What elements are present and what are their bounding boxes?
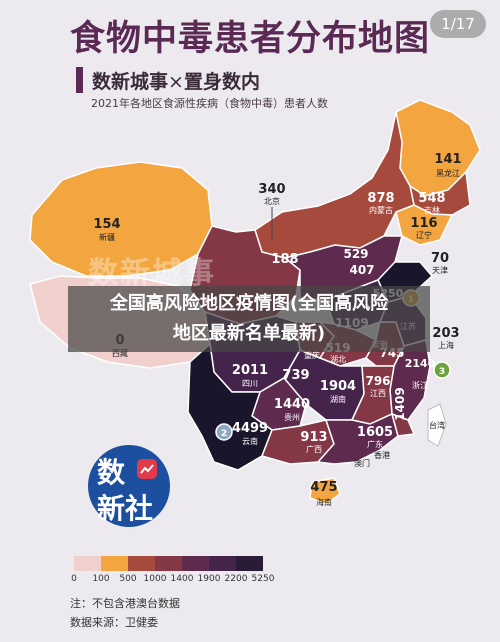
- value-hebei: 529: [343, 247, 368, 261]
- name-shanghai: 上海: [438, 340, 454, 350]
- subtitle-accent-bar: [76, 67, 83, 93]
- value-shaanxi: 188: [271, 252, 298, 267]
- subtitle-brand: 数新城事: [92, 71, 169, 93]
- region-guangdong: [316, 412, 399, 465]
- value-neimenggu: 878: [367, 191, 394, 206]
- value-chongqing: 739: [282, 368, 309, 383]
- headline-overlay-text[interactable]: 全国高风险地区疫情图(全国高风险 地区最新名单最新): [68, 289, 430, 349]
- map-caption: 2021年各地区食源性疾病（食物中毒）患者人数: [91, 97, 328, 110]
- brand-logo-line-2: 新社: [97, 492, 154, 525]
- name-chongqing: 重庆: [304, 350, 320, 360]
- name-xinjiang: 新疆: [99, 232, 115, 242]
- watermark: 数新城事: [88, 256, 216, 291]
- name-tianjin: 天津: [432, 265, 448, 275]
- subtitle-times: ×: [168, 71, 184, 93]
- headline-line-1: 全国高风险地区疫情图(全国高风险: [109, 293, 389, 314]
- name-hainan: 海南: [316, 497, 332, 507]
- name-xizang: 西藏: [112, 348, 128, 358]
- name-aomen: 澳门: [354, 458, 370, 468]
- legend-swatch-4: [182, 556, 209, 571]
- name-guizhou: 贵州: [284, 412, 300, 422]
- value-yunnan: 4499: [232, 421, 268, 436]
- value-xinjiang: 154: [93, 217, 120, 232]
- legend-tick: 1400: [170, 574, 194, 584]
- page-title: 食物中毒患者分布地图: [70, 19, 431, 59]
- value-liaoning: 116: [410, 216, 437, 231]
- legend-swatch-0: [74, 556, 101, 571]
- value-guangxi: 913: [300, 430, 327, 445]
- brand-logo-line-1: 数: [97, 456, 126, 489]
- brand-logo: [88, 445, 170, 527]
- name-hubei: 湖北: [330, 355, 346, 364]
- value-jilin: 548: [418, 191, 445, 206]
- region-liaoning: [395, 204, 454, 246]
- value-sichuan: 2011: [232, 363, 268, 378]
- value-guizhou: 1440: [274, 397, 310, 412]
- headline-line-2: 地区最新名单最新): [172, 323, 326, 344]
- value-hunan: 1904: [320, 379, 356, 394]
- footnote: 注：不包含港澳台数据: [70, 597, 180, 610]
- trend-chart-icon: [137, 459, 157, 479]
- value-jiangsu: 2140: [405, 357, 436, 370]
- legend-tick: 100: [92, 574, 110, 584]
- legend-tick: 0: [71, 574, 77, 584]
- legend-tick: 5250: [251, 574, 275, 584]
- name-taiwan: 台湾: [429, 420, 445, 430]
- region-taiwan: [427, 403, 447, 447]
- headline-overlay: [68, 286, 430, 352]
- page-counter[interactable]: 1/17: [430, 10, 486, 38]
- medal-marker-silver: [215, 423, 233, 441]
- region-hainan: [309, 477, 341, 505]
- region-fujian: [390, 412, 416, 437]
- legend-tick: 2200: [224, 574, 248, 584]
- name-hunan: 湖南: [330, 394, 346, 404]
- value-hainan: 475: [310, 480, 337, 495]
- name-xianggang: 香港: [374, 450, 390, 460]
- svg-text:3: 3: [439, 367, 445, 377]
- value-heilongjiang: 141: [434, 152, 461, 167]
- name-neimenggu: 内蒙古: [369, 205, 393, 215]
- value-jiangxi: 796: [365, 374, 390, 388]
- legend-swatch-1: [101, 556, 128, 571]
- name-sichuan: 四川: [242, 379, 258, 388]
- name-beijing: 北京: [264, 196, 280, 206]
- legend-tick: 1900: [197, 574, 221, 584]
- name-guangxi: 广西: [306, 444, 322, 454]
- name-liaoning: 辽宁: [416, 230, 432, 240]
- legend-tick: 1000: [143, 574, 167, 584]
- legend-swatch-5: [209, 556, 236, 571]
- name-zhejiang: 浙江: [412, 380, 428, 390]
- value-zhejiang: 1409: [393, 387, 407, 420]
- name-yunnan: 云南: [242, 436, 258, 446]
- name-heilongjiang: 黑龙江: [436, 168, 460, 178]
- legend-swatch-3: [155, 556, 182, 571]
- svg-text:2: 2: [221, 429, 227, 439]
- legend-swatch-6: [236, 556, 263, 571]
- name-guangdong: 广东: [367, 439, 383, 449]
- name-jiangxi: 江西: [370, 389, 386, 398]
- data-source: 数据来源：卫健委: [70, 616, 158, 629]
- subtitle: 数新城事×置身数内: [92, 67, 260, 94]
- legend-tick: 500: [119, 574, 137, 584]
- medal-marker-bronze: [433, 361, 451, 379]
- legend-swatch-2: [128, 556, 155, 571]
- name-jilin: 吉林: [424, 205, 440, 215]
- value-tianjin: 70: [431, 251, 449, 266]
- value-beijing: 340: [258, 182, 285, 197]
- value-shanxi: 407: [349, 263, 374, 277]
- value-shanghai: 203: [432, 326, 459, 341]
- subtitle-rest: 置身数内: [183, 71, 260, 93]
- value-guangdong: 1605: [357, 425, 393, 440]
